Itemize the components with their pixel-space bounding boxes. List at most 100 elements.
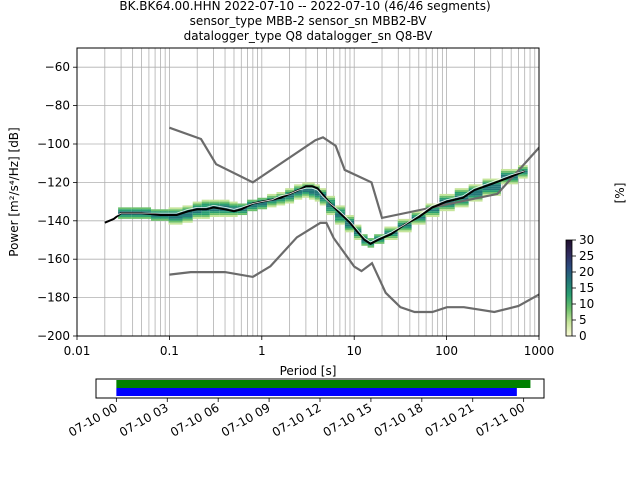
- chart-title-line1: BK.BK64.00.HHN 2022-07-10 -- 2022-07-10 …: [119, 0, 490, 13]
- colorbar-tick-label: 20: [579, 265, 594, 279]
- histogram-cell: [302, 192, 309, 194]
- histogram-cell: [182, 215, 193, 217]
- timeline-tick-label: 07-10 06: [168, 400, 222, 439]
- histogram-cell: [454, 205, 469, 208]
- histogram-cell: [219, 215, 230, 217]
- histogram-cell: [439, 205, 455, 208]
- y-tick-label: −140: [37, 214, 70, 228]
- histogram-cell: [314, 190, 320, 192]
- histogram-cell: [201, 203, 210, 206]
- histogram-cell: [344, 215, 354, 217]
- histogram-cell: [219, 201, 230, 204]
- histogram-cell: [229, 215, 238, 217]
- low-noise-model-line: [169, 221, 539, 314]
- y-tick-label: −200: [37, 329, 70, 343]
- histogram-cell: [308, 182, 315, 185]
- histogram-cell: [439, 201, 455, 204]
- histogram-cell: [257, 205, 268, 208]
- histogram-cell: [425, 203, 440, 206]
- histogram-cell: [361, 241, 368, 244]
- histogram-cell: [168, 220, 183, 223]
- x-tick-label: 1000: [524, 344, 555, 358]
- histogram-cell: [229, 201, 238, 204]
- histogram-cell: [344, 230, 354, 233]
- histogram-cell: [335, 216, 345, 219]
- x-tick-label: 1: [258, 344, 266, 358]
- histogram-cell: [397, 226, 412, 229]
- histogram-cell: [192, 213, 202, 216]
- mode-line: [104, 169, 526, 245]
- histogram-cell: [482, 178, 501, 181]
- histogram-cell: [326, 207, 336, 210]
- histogram-cell: [500, 182, 518, 185]
- histogram-cell: [454, 188, 469, 191]
- histogram-cell: [335, 220, 345, 223]
- timeline-tick-label: 07-10 03: [117, 400, 171, 439]
- histogram-cell: [257, 197, 268, 200]
- histogram-cell: [201, 205, 210, 208]
- histogram-cell: [411, 213, 426, 216]
- histogram-cell: [411, 222, 426, 225]
- histogram-cell: [439, 197, 455, 200]
- histogram-cell: [302, 193, 309, 196]
- histogram-cell: [209, 209, 220, 212]
- histogram-cell: [482, 190, 501, 192]
- histogram-cell: [182, 218, 193, 221]
- histogram-cell: [353, 224, 362, 227]
- histogram-cell: [468, 193, 483, 196]
- histogram-cell: [439, 209, 455, 212]
- histogram-cell: [454, 192, 469, 194]
- histogram-cell: [168, 216, 183, 219]
- histogram-cell: [247, 199, 258, 202]
- histogram-cell: [308, 186, 315, 189]
- histogram-cell: [454, 201, 469, 204]
- histogram-cell: [247, 207, 258, 210]
- histogram-cell: [308, 190, 315, 192]
- histogram-cell: [192, 201, 202, 204]
- histogram-cell: [182, 207, 193, 210]
- histogram-cell: [209, 201, 220, 204]
- histogram-cell: [131, 209, 152, 212]
- histogram-cell: [182, 213, 193, 216]
- histogram-cell: [397, 218, 412, 221]
- histogram-cell: [168, 207, 183, 210]
- histogram-cell: [294, 192, 303, 194]
- histogram-cell: [425, 215, 440, 217]
- histogram-cell: [314, 195, 320, 198]
- histogram-cell: [219, 203, 230, 206]
- histogram-cell: [335, 222, 345, 225]
- histogram-cell: [267, 193, 277, 196]
- histogram-cell: [517, 172, 528, 175]
- histogram-cell: [482, 188, 501, 191]
- histogram-cell: [374, 240, 385, 242]
- histogram-cell: [182, 209, 193, 212]
- timeline-tick-label: 07-10 00: [66, 400, 120, 439]
- histogram-cell: [201, 211, 210, 214]
- histogram-cell: [285, 201, 295, 204]
- colorbar-tick-label: 10: [579, 297, 594, 311]
- histogram-cell: [182, 220, 193, 223]
- histogram-cell: [237, 203, 248, 206]
- series-lines: [104, 126, 539, 314]
- histogram-cell: [219, 199, 230, 202]
- plot-frame: [76, 47, 540, 337]
- histogram-cell: [384, 236, 398, 239]
- y-tick-label: −180: [37, 291, 70, 305]
- histogram-cell: [201, 216, 210, 219]
- histogram-cell: [411, 220, 426, 223]
- histogram-cell: [229, 205, 238, 208]
- histogram-cell: [326, 195, 336, 198]
- histogram-cell: [319, 188, 327, 191]
- histogram-cell: [267, 201, 277, 204]
- histogram-cell: [482, 192, 501, 194]
- histogram-band: [118, 165, 528, 248]
- colorbar-tick-label: 25: [579, 249, 594, 263]
- chart-title-line2: sensor_type MBB-2 sensor_sn MBB2-BV: [190, 14, 428, 28]
- histogram-cell: [151, 215, 169, 217]
- histogram-cell: [439, 207, 455, 210]
- histogram-cell: [229, 203, 238, 206]
- histogram-cell: [361, 243, 368, 246]
- histogram-cell: [319, 203, 327, 206]
- histogram-cell: [201, 215, 210, 217]
